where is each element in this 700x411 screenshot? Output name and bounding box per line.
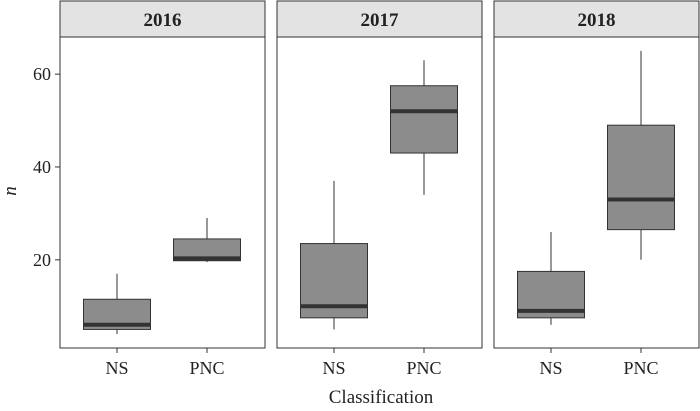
x-tick-label: PNC: [189, 358, 224, 378]
box-2018-PNC: [607, 50, 675, 260]
facet-strip: [493, 0, 700, 38]
x-tick-label: PNC: [406, 358, 441, 378]
y-axis: 20 40 60: [33, 64, 60, 270]
y-tick-label: 40: [33, 157, 51, 177]
facet-strip: [59, 0, 266, 38]
box-2017-NS: [300, 180, 368, 330]
facet-strip: [276, 0, 483, 38]
y-axis-title: n: [0, 186, 21, 196]
x-tick-label: NS: [105, 358, 128, 378]
facet-strip-label: 2016: [144, 10, 182, 31]
box-rect: [390, 85, 458, 154]
box-rect: [173, 238, 241, 262]
box-rect: [607, 124, 675, 231]
y-tick-label: 20: [33, 250, 51, 270]
box-2016-PNC: [173, 218, 241, 263]
x-tick-label: NS: [322, 358, 345, 378]
facet-panel-2016: 2016 NS PNC: [59, 0, 266, 378]
facet-panel-2017: 2017 NS PNC: [276, 0, 483, 378]
x-tick-label: NS: [539, 358, 562, 378]
x-tick-label: PNC: [623, 358, 658, 378]
x-axis-title: Classification: [329, 387, 434, 406]
box-2018-NS: [517, 231, 585, 325]
y-tick-label: 60: [33, 64, 51, 84]
box-2017-PNC: [390, 60, 458, 195]
facet-strip-label: 2017: [361, 10, 400, 31]
facet-strip-label: 2018: [578, 10, 616, 31]
box-2016-NS: [83, 273, 151, 335]
panel-border: [59, 36, 266, 349]
facet-panel-2018: 2018 NS PNC: [493, 0, 700, 378]
facets-layer: 2016 NS PNC 2017 NS PNC 2018 NS PNC: [59, 0, 700, 378]
